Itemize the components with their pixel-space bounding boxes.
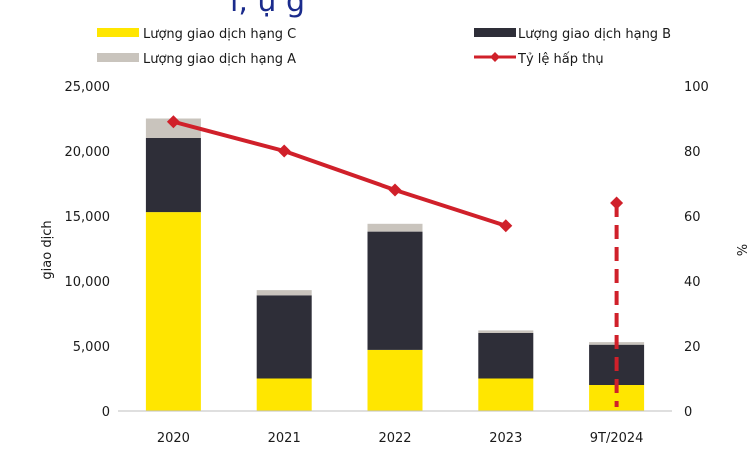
y-tick-label: 10,000: [65, 275, 111, 290]
bar-grade-a: [256, 290, 312, 296]
x-tick-label: 2023: [489, 431, 522, 446]
bar-grade-c: [478, 378, 534, 411]
bar-grade-b: [256, 295, 312, 379]
absorption-line-series: [166, 115, 624, 407]
y2-tick-label: 80: [684, 145, 701, 160]
absorption-point: [499, 219, 513, 233]
legend-swatch-grade-a: [97, 53, 139, 62]
bar-grade-b: [145, 138, 201, 213]
y-tick-label: 25,000: [65, 80, 111, 95]
legend-label-grade-b: Lượng giao dịch hạng B: [518, 27, 671, 42]
y2-tick-label: 100: [684, 80, 709, 95]
y-tick-label: 20,000: [65, 145, 111, 160]
bar-grade-a: [478, 330, 534, 333]
legend-swatch-grade-b: [474, 28, 516, 37]
x-axis-ticks: 2020 2021 2022 2023 9T/2024: [157, 431, 644, 446]
y-tick-label: 15,000: [65, 210, 111, 225]
bar-grade-c: [256, 378, 312, 411]
x-tick-label: 9T/2024: [590, 431, 644, 446]
legend-swatch-grade-c: [97, 28, 139, 37]
absorption-point: [277, 144, 291, 158]
bar-series: [145, 118, 645, 411]
legend-label-absorption: Tỷ lệ hấp thụ: [517, 52, 604, 67]
legend-label-grade-c: Lượng giao dịch hạng C: [143, 27, 296, 42]
absorption-point: [388, 183, 402, 197]
absorption-point: [610, 196, 624, 210]
y2-tick-label: 40: [684, 275, 701, 290]
y-axis-title: giao dịch: [40, 220, 55, 279]
y2-tick-label: 20: [684, 340, 701, 355]
bar-grade-a: [367, 223, 423, 232]
x-tick-label: 2022: [378, 431, 411, 446]
legend-label-grade-a: Lượng giao dịch hạng A: [143, 52, 296, 67]
absorption-point: [166, 115, 180, 129]
chart-title-fragment: ı, ụ g: [230, 0, 305, 19]
y-tick-label: 5,000: [73, 340, 110, 355]
y2-axis-ticks: 0 20 40 60 80 100: [684, 80, 709, 420]
bar-grade-b: [367, 231, 423, 350]
absorption-line: [172, 119, 507, 228]
bar-grade-c: [145, 212, 201, 411]
bar-grade-c: [367, 349, 423, 411]
legend-swatch-absorption-marker: [490, 52, 500, 62]
x-tick-label: 2021: [268, 431, 301, 446]
y2-tick-label: 0: [684, 405, 692, 420]
legend: Lượng giao dịch hạng C Lượng giao dịch h…: [97, 27, 671, 67]
bar-grade-b: [478, 333, 534, 379]
y2-axis-title: %: [733, 244, 748, 256]
x-tick-label: 2020: [157, 431, 190, 446]
y-axis-ticks: 0 5,000 10,000 15,000 20,000 25,000: [65, 80, 111, 420]
y-tick-label: 0: [102, 405, 110, 420]
y2-tick-label: 60: [684, 210, 701, 225]
